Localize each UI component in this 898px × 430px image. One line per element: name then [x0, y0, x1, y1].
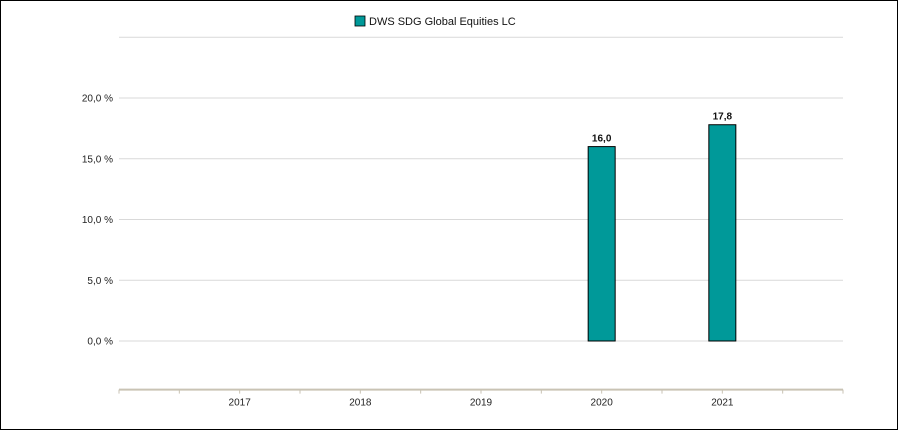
- legend-swatch: [354, 15, 366, 27]
- data-label: 17,8: [713, 112, 733, 123]
- legend: DWS SDG Global Equities LC: [354, 15, 516, 28]
- x-tick-label: 2018: [349, 398, 372, 409]
- x-tick-label: 2017: [229, 398, 252, 409]
- bar: [708, 124, 737, 342]
- y-tick-label: 20,0 %: [82, 94, 113, 105]
- data-label: 16,0: [592, 134, 612, 145]
- y-tick-label: 0,0 %: [87, 337, 113, 348]
- x-tick-label: 2019: [470, 398, 493, 409]
- x-axis: 2017 2018 2019 2020 2021: [118, 388, 844, 409]
- bar: [587, 146, 616, 342]
- y-axis: 0,0 % 5,0 % 10,0 % 15,0 % 20,0 %: [82, 94, 113, 348]
- y-tick-label: 5,0 %: [87, 276, 113, 287]
- y-tick-label: 15,0 %: [82, 154, 113, 165]
- y-tick-label: 10,0 %: [82, 215, 113, 226]
- bars: 16,0 17,8: [587, 112, 737, 342]
- legend-label: DWS SDG Global Equities LC: [369, 16, 516, 28]
- x-tick-label: 2020: [591, 398, 614, 409]
- gridlines: [119, 36, 843, 342]
- x-tick-label: 2021: [711, 398, 734, 409]
